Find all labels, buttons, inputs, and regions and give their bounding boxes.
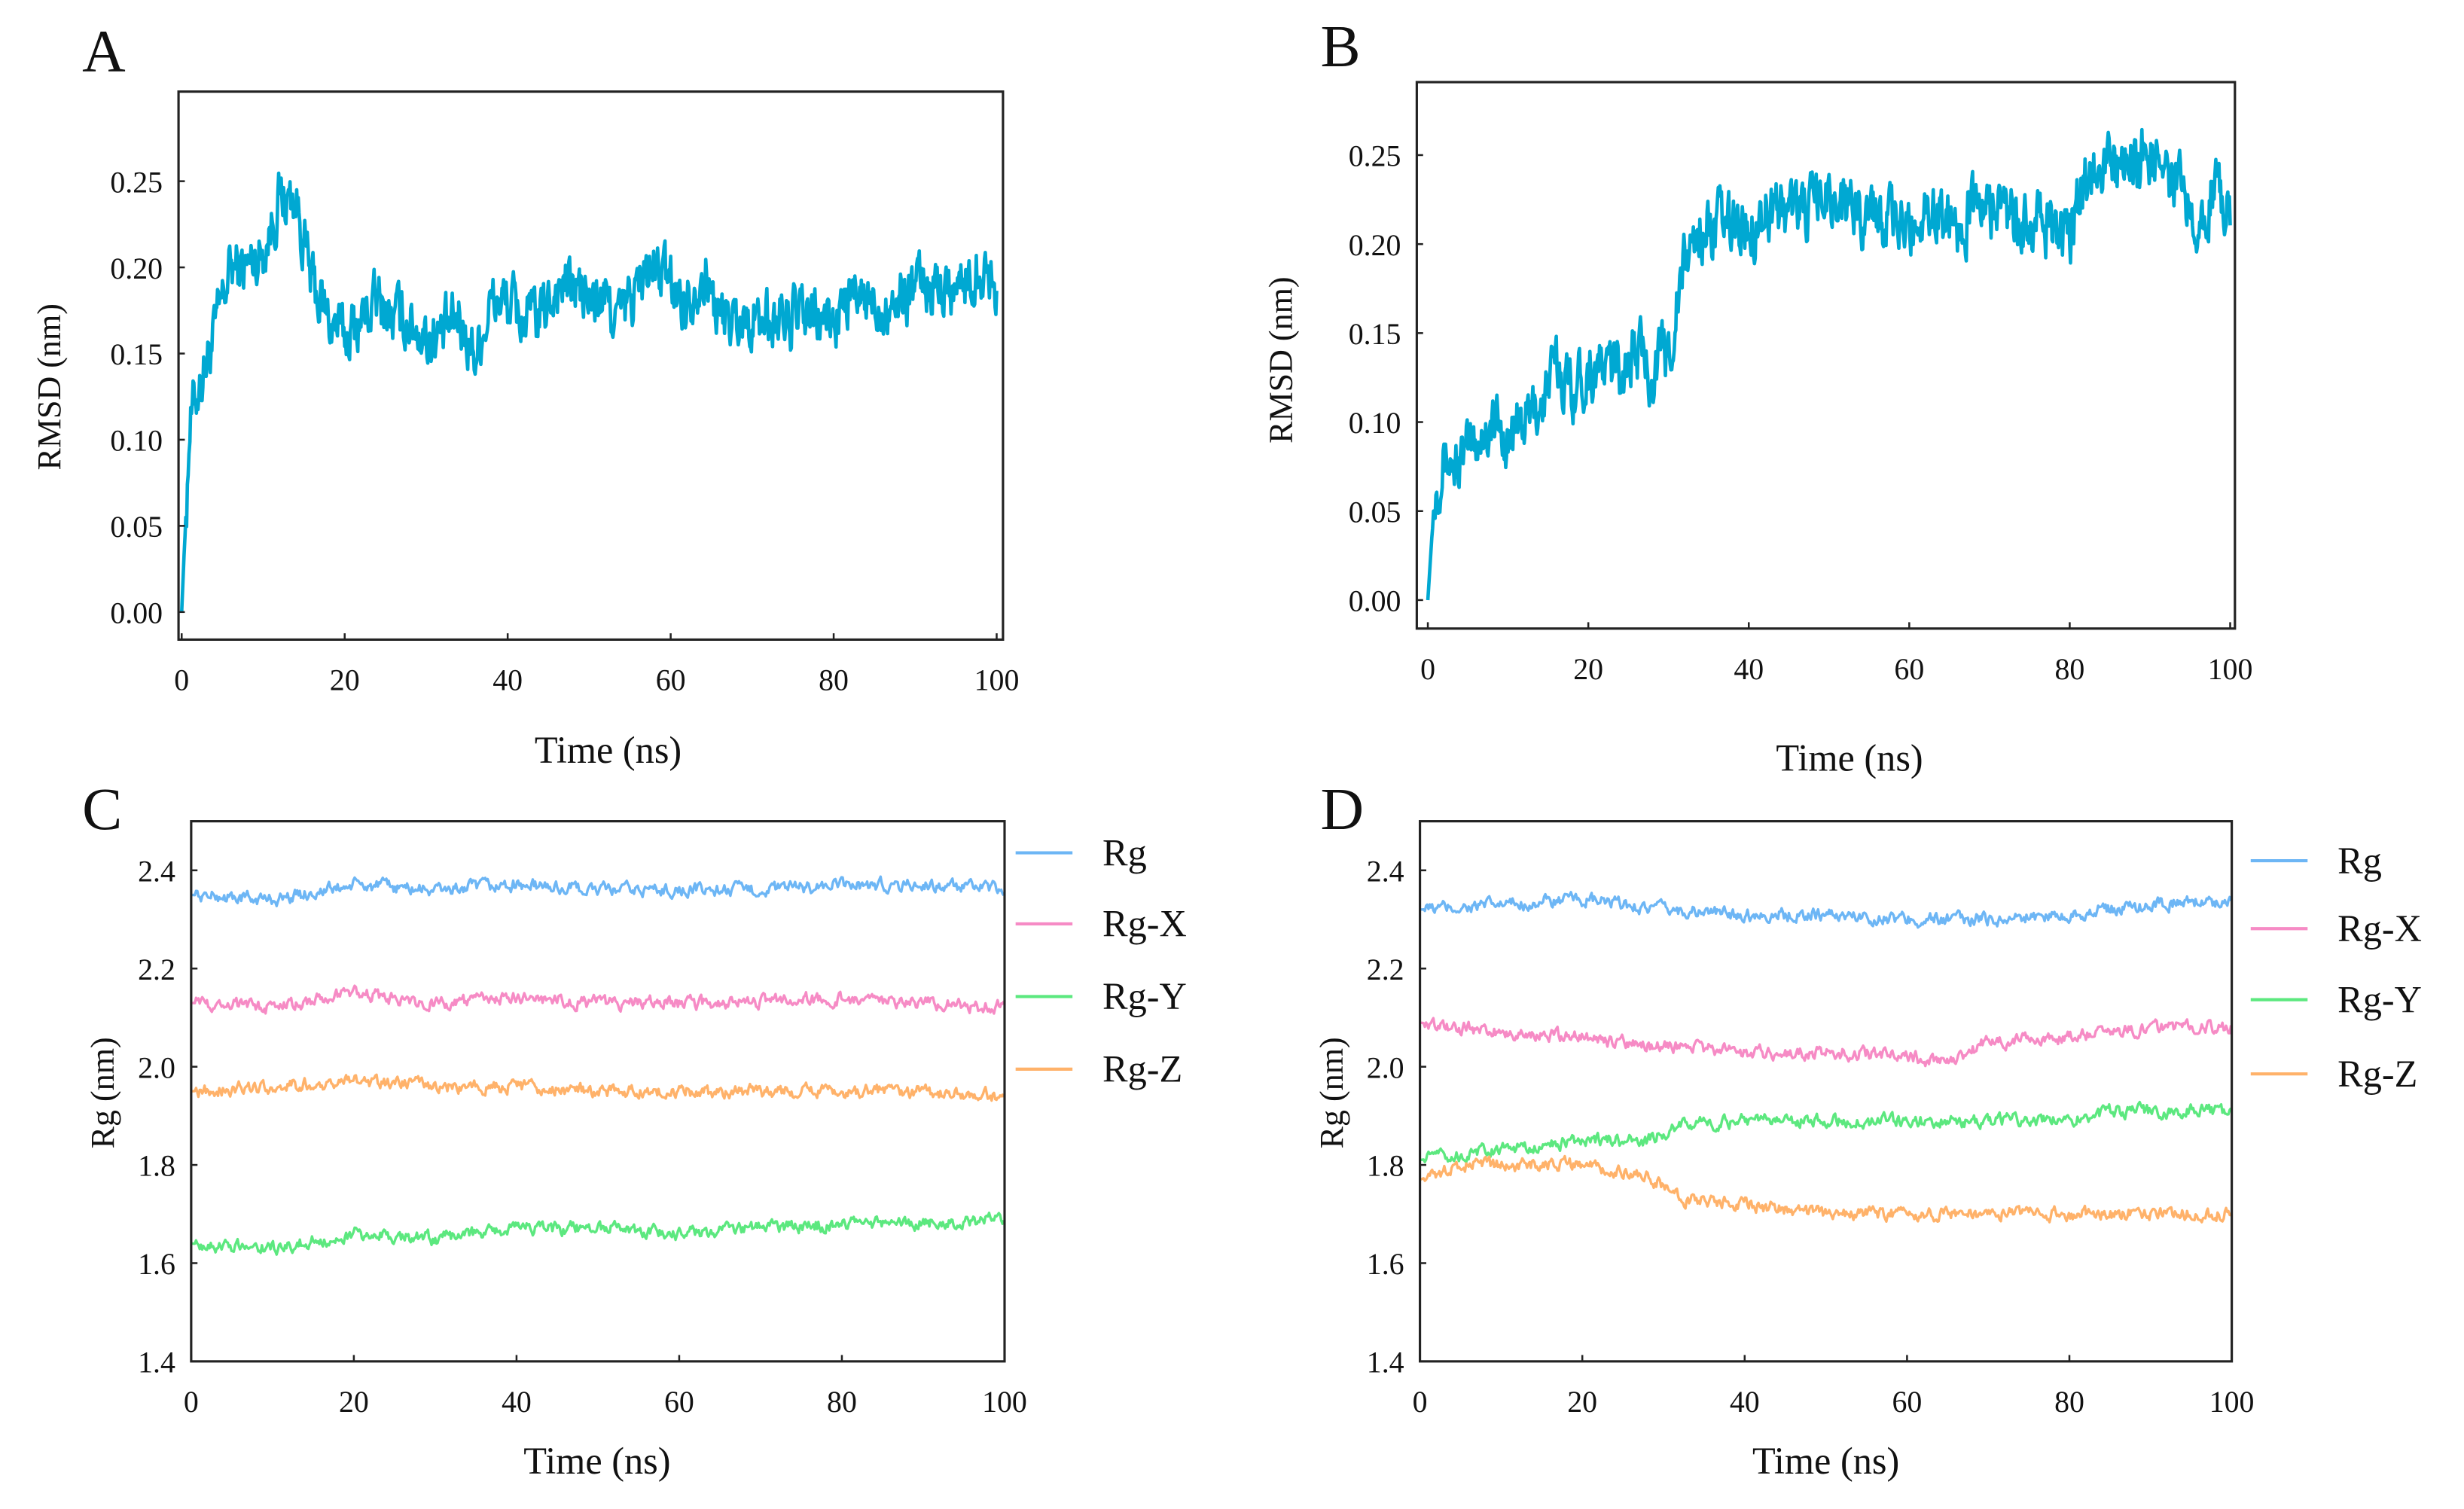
y-tick-label: 2.2 xyxy=(138,953,175,986)
x-tick-label: 80 xyxy=(2055,652,2085,686)
legend-label-rg-y: Rg-Y xyxy=(2337,978,2422,1020)
x-tick-label: 80 xyxy=(819,663,849,697)
y-tick-label: 2.0 xyxy=(138,1050,175,1084)
x-tick-label: 40 xyxy=(1730,1385,1760,1419)
x-tick-label: 60 xyxy=(656,663,686,697)
x-tick-label: 0 xyxy=(1413,1385,1428,1419)
plot-frame xyxy=(1415,81,2237,630)
x-axis-label: Time (ns) xyxy=(523,1440,670,1482)
legend: Rg Rg-X Rg-Y Rg-Z xyxy=(2250,840,2422,1095)
y-tick-label: 0.00 xyxy=(110,596,163,630)
y-tick-label: 1.6 xyxy=(138,1247,175,1281)
legend-label-rg-y: Rg-Y xyxy=(1102,975,1187,1017)
y-tick-label: 0.15 xyxy=(1349,317,1401,351)
x-axis-label: Time (ns) xyxy=(1776,736,1923,779)
x-tick-label: 100 xyxy=(2208,652,2253,686)
x-tick-label: 0 xyxy=(184,1385,199,1419)
panel-label: D xyxy=(1320,776,1364,843)
plot-frame xyxy=(1419,820,2234,1363)
x-tick-label: 80 xyxy=(827,1385,857,1419)
series-line-rg-y xyxy=(191,1212,1005,1256)
y-tick-label: 0.05 xyxy=(1349,495,1401,529)
panel-label: B xyxy=(1320,14,1360,80)
legend-label-rg: Rg xyxy=(2337,840,2382,882)
series-line-rg-z xyxy=(191,1073,1005,1102)
y-axis-label: Rg (nm) xyxy=(84,1037,121,1148)
series-line-rg xyxy=(1420,891,2232,929)
x-tick-label: 60 xyxy=(664,1385,694,1419)
y-axis-label: Rg (nm) xyxy=(1313,1037,1350,1148)
y-tick-label: 0.00 xyxy=(1349,584,1401,618)
legend: Rg Rg-X Rg-Y Rg-Z xyxy=(1015,831,1187,1090)
panel-label: C xyxy=(82,776,122,843)
legend-label-rg-z: Rg-Z xyxy=(2337,1053,2417,1095)
x-tick-label: 60 xyxy=(1892,1385,1922,1419)
panel-label: A xyxy=(82,18,126,84)
panel-c: C 0 20 40 60 80 100 1.4 1.6 1.8 2.0 2.2 2.4 Time (ns)… xyxy=(82,776,1187,1482)
x-tick-label: 20 xyxy=(339,1385,369,1419)
x-axis-label: Time (ns) xyxy=(1752,1440,1899,1482)
y-tick-label: 1.6 xyxy=(1367,1247,1404,1281)
y-tick-label: 2.0 xyxy=(1367,1050,1404,1084)
x-axis-label: Time (ns) xyxy=(535,729,682,771)
x-tick-label: 0 xyxy=(1420,652,1435,686)
panel-b: B 0 20 40 60 80 100 0.00 0.05 0.10 0.15 0.20 0.25 Tim… xyxy=(1263,14,2253,779)
legend-label-rg-x: Rg-X xyxy=(1102,903,1187,945)
x-tick-label: 40 xyxy=(1734,652,1764,686)
y-tick-label: 0.25 xyxy=(110,165,163,199)
x-tick-label: 100 xyxy=(982,1385,1027,1419)
series-line-rg-z xyxy=(1420,1154,2231,1224)
y-tick-label: 2.2 xyxy=(1367,953,1404,986)
y-tick-label: 2.4 xyxy=(1367,855,1404,889)
y-axis-label: RMSD (nm) xyxy=(1263,276,1300,443)
legend-label-rg-x: Rg-X xyxy=(2337,907,2422,950)
y-axis-label: RMSD (nm) xyxy=(31,303,68,470)
x-tick-label: 60 xyxy=(1894,652,1924,686)
y-tick-label: 0.20 xyxy=(1349,228,1401,262)
y-tick-label: 2.4 xyxy=(138,855,175,889)
legend-label-rg-z: Rg-Z xyxy=(1102,1048,1182,1090)
panel-d: D 0 20 40 60 80 100 1.4 1.6 1.8 2.0 2.2 2.4 Time (ns)… xyxy=(1313,776,2422,1482)
x-tick-label: 100 xyxy=(2209,1385,2255,1419)
panel-a: A 0 20 40 60 80 100 0.00 0.05 0.10 0.15 0.20 0.25 Tim… xyxy=(31,18,1020,771)
series-line-rg-x xyxy=(1420,1017,2232,1068)
series-line-rg-y xyxy=(1420,1100,2232,1164)
series-line-rmsd xyxy=(1426,127,2232,601)
y-tick-label: 1.8 xyxy=(138,1149,175,1183)
y-tick-label: 0.05 xyxy=(110,510,163,544)
y-tick-label: 0.10 xyxy=(1349,406,1401,440)
x-tick-label: 20 xyxy=(330,663,360,697)
x-tick-label: 80 xyxy=(2054,1385,2084,1419)
y-tick-label: 1.4 xyxy=(138,1346,175,1379)
plot-frame xyxy=(177,90,1005,641)
y-tick-label: 1.4 xyxy=(1367,1346,1404,1379)
series-line-rg xyxy=(191,875,1005,907)
x-tick-label: 20 xyxy=(1573,652,1603,686)
y-tick-label: 0.20 xyxy=(110,252,163,285)
y-tick-label: 1.8 xyxy=(1367,1149,1404,1183)
x-tick-label: 0 xyxy=(174,663,189,697)
legend-label-rg: Rg xyxy=(1102,831,1147,873)
y-tick-label: 0.10 xyxy=(110,424,163,458)
y-tick-label: 0.15 xyxy=(110,337,163,371)
series-line-rg-x xyxy=(191,984,1005,1015)
plot-frame xyxy=(190,820,1006,1363)
y-tick-label: 0.25 xyxy=(1349,139,1401,173)
x-tick-label: 20 xyxy=(1567,1385,1597,1419)
x-tick-label: 100 xyxy=(974,663,1020,697)
x-tick-label: 40 xyxy=(492,663,523,697)
x-tick-label: 40 xyxy=(502,1385,532,1419)
series-line-rmsd xyxy=(179,171,999,612)
